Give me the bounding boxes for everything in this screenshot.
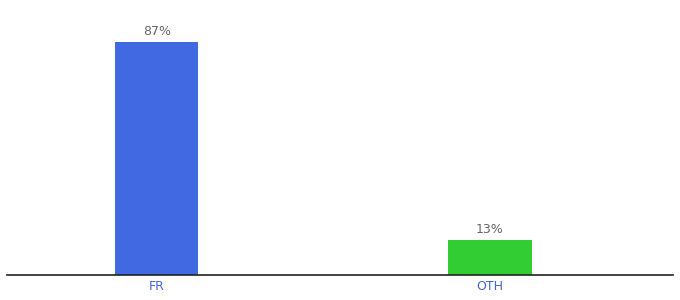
Text: 87%: 87%	[143, 25, 171, 38]
Bar	[448, 240, 532, 275]
Text: 13%: 13%	[476, 223, 504, 236]
Bar	[115, 42, 199, 275]
